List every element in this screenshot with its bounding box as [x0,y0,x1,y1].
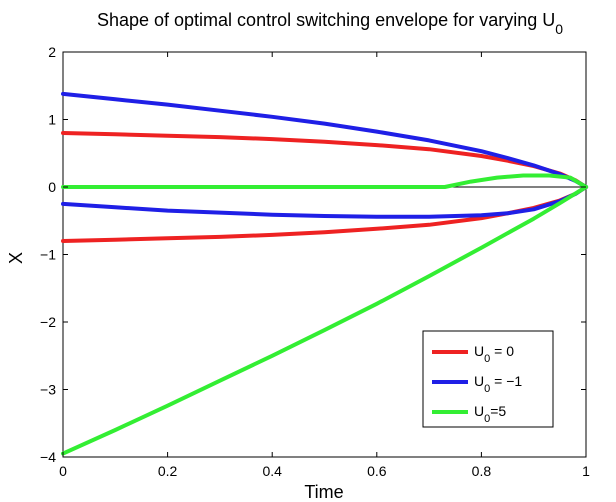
y-axis-label: X [6,252,26,264]
y-tick-label: −3 [40,382,56,398]
y-tick-label: −4 [40,449,56,465]
x-axis-label: Time [304,482,343,502]
series-layer [61,91,588,456]
chart-title-subscript: 0 [555,21,563,37]
y-tick-label: 2 [48,44,56,60]
chart-title: Shape of optimal control switching envel… [97,10,563,37]
series-1-curve-1 [61,185,588,219]
chart-title-main: Shape of optimal control switching envel… [97,10,555,30]
y-tick-label: −1 [40,247,56,263]
legend-label-2: U0=5 [474,403,506,425]
y-tick-label: 0 [48,179,56,195]
y-tick-label: −2 [40,314,56,330]
x-tick-label: 0.6 [367,463,387,479]
x-tick-label: 1 [582,463,590,479]
axis-ticks: 0 0.2 0.4 0.6 0.8 1 −4 −3 −2 −1 0 1 2 [40,44,590,479]
x-tick-label: 0 [59,463,67,479]
legend-label-0: U0 = 0 [474,343,514,365]
x-tick-label: 0.8 [472,463,492,479]
legend: U0 = 0 U0 = −1 U0=5 [422,330,554,428]
series-2-curve-0 [61,173,588,189]
y-tick-label: 1 [48,112,56,128]
legend-label-1: U0 = −1 [474,373,522,395]
series-2-curve-1 [61,185,588,456]
x-tick-label: 0.4 [262,463,282,479]
series-1-curve-0 [61,91,588,189]
x-tick-label: 0.2 [158,463,178,479]
